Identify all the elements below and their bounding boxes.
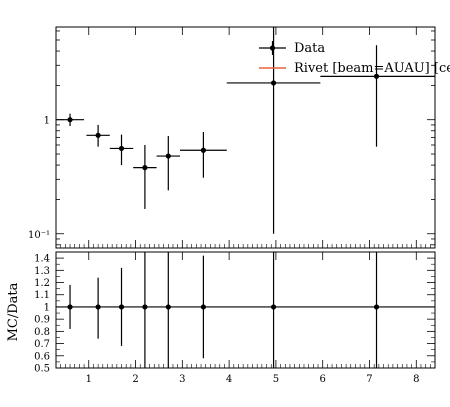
ratio-y-tick-label: 1.4 xyxy=(34,254,50,265)
ratio-y-tick-label: 0.7 xyxy=(34,339,50,350)
main-panel: 1 10⁻¹ xyxy=(28,26,436,249)
ratio-y-tick-label: 1.1 xyxy=(34,290,50,301)
ratio-frame xyxy=(55,251,436,369)
data-point-marker xyxy=(118,145,125,152)
legend-label-data: Data xyxy=(294,41,325,56)
legend: Data Rivet [beam=AUAU] [cen xyxy=(259,41,450,76)
data-point xyxy=(179,132,227,178)
data-point-marker xyxy=(142,165,148,171)
ratio-y-tick-label: 1.3 xyxy=(34,266,50,277)
data-point-marker xyxy=(95,132,101,138)
x-tick-label: 2 xyxy=(132,374,138,385)
ratio-point xyxy=(142,252,148,368)
data-point xyxy=(86,124,110,147)
ratio-point xyxy=(165,252,171,368)
data-point xyxy=(109,134,134,166)
data-point-marker xyxy=(373,73,380,79)
data-point-marker xyxy=(270,80,277,86)
ratio-point-marker xyxy=(118,304,125,310)
main-y-tick-label: 10⁻¹ xyxy=(28,230,50,241)
x-tick-label: 1 xyxy=(86,374,92,385)
ratio-point-marker xyxy=(67,304,73,310)
ratio-y-tick-label: 0.5 xyxy=(34,364,50,375)
ratio-point-marker xyxy=(200,304,206,310)
data-point-marker xyxy=(165,153,171,159)
data-point-marker xyxy=(67,117,73,123)
x-tick-label: 6 xyxy=(320,374,326,385)
ratio-point xyxy=(270,252,277,368)
x-tick-label: 3 xyxy=(179,374,185,385)
x-tick-label: 7 xyxy=(366,374,372,385)
ratio-point xyxy=(118,267,125,347)
ratio-y-tick-label: 0.9 xyxy=(34,315,50,326)
ratio-y-tick-label: 0.8 xyxy=(34,327,50,338)
legend-label-rivet: Rivet [beam=AUAU] [cen xyxy=(294,61,450,76)
ratio-point-marker xyxy=(270,304,277,310)
data-point xyxy=(156,135,180,191)
x-tick-label: 5 xyxy=(273,374,279,385)
data-point xyxy=(56,113,85,127)
x-tick-label: 8 xyxy=(413,374,419,385)
legend-data-marker-point xyxy=(269,45,276,51)
ratio-y-tick-label: 0.6 xyxy=(34,351,50,362)
ratio-point-marker xyxy=(142,304,148,310)
ratio-point-marker xyxy=(95,304,101,310)
ratio-point xyxy=(95,277,101,339)
ratio-panel: 1 2 3 4 5 6 7 80.50.60.70.80.911.11.21.31.4 xyxy=(34,251,436,385)
data-point xyxy=(133,145,157,209)
data-point-marker xyxy=(200,147,206,153)
ratio-point xyxy=(200,255,206,359)
ratio-point-marker xyxy=(165,304,171,310)
ratio-point xyxy=(67,284,73,329)
ratio-y-tick-label: 1.2 xyxy=(34,278,50,289)
data-point xyxy=(226,27,321,234)
ratio-y-tick-label: 1 xyxy=(44,302,50,313)
main-y-tick-label: 1 xyxy=(44,116,50,127)
ratio-point xyxy=(373,252,380,368)
x-tick-label: 4 xyxy=(226,374,232,385)
ratio-point-marker xyxy=(373,304,380,310)
data-point xyxy=(320,45,435,147)
ratio-y-axis-label: MC/Data xyxy=(6,282,21,341)
